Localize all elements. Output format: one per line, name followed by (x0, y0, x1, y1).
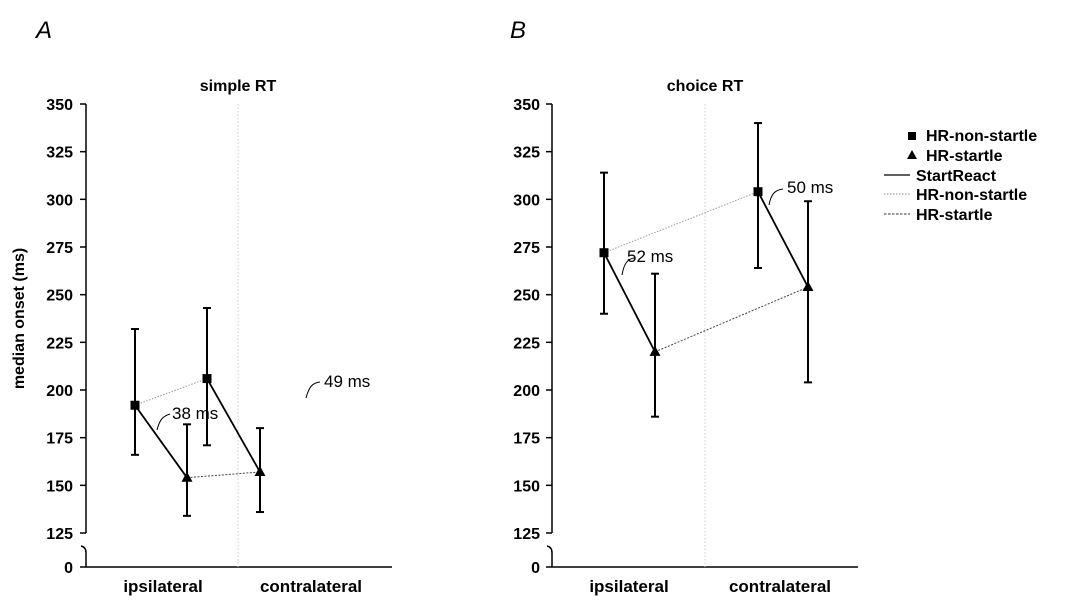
panel-b-y-tick-label-325: 325 (513, 145, 540, 162)
panel-b-y-tick-label-250: 250 (513, 288, 540, 305)
panel-b-title: choice RT (667, 78, 744, 95)
legend-label-3: HR-non-startle (916, 187, 1027, 204)
panel-a-point-non-startle-ipsilateral (130, 400, 140, 410)
panel-b-letter: B (510, 17, 526, 44)
panel-a-y-tick-label-300: 300 (46, 192, 73, 209)
panel-a-y-tick-label-175: 175 (46, 431, 73, 448)
panel-a-y-tick-label-150: 150 (46, 478, 73, 495)
panel-b-y-tick-label-200: 200 (513, 383, 540, 400)
panel-a-y-tick-label-200: 200 (46, 383, 73, 400)
panel-a-annotation-0: 38 ms (172, 404, 218, 423)
panel-a-y-axis-break (80, 545, 87, 567)
panel-b-y-tick-label-125: 125 (513, 526, 540, 543)
panel-a-y-tick-label-275: 275 (46, 240, 73, 257)
panel-a-category-label-contralateral: contralateral (260, 577, 362, 596)
panel-b-line-hr-startle (654, 286, 809, 353)
panel-b-point-startle-ipsilateral (649, 345, 661, 356)
panel-b-line-hr-non-startle (603, 191, 759, 254)
panel-b-category-label-ipsilateral: ipsilateral (589, 577, 668, 596)
panel-b-line-startreact-contralateral (757, 191, 809, 288)
panel-b-point-startle-contralateral (802, 281, 814, 292)
legend-label-4: HR-startle (916, 207, 993, 224)
legend-square-icon (908, 132, 916, 140)
legend-label-2: StartReact (916, 168, 997, 185)
panel-a-category-label-ipsilateral: ipsilateral (123, 577, 202, 596)
panel-a-y-tick-label-125: 125 (46, 526, 73, 543)
panel-a-y-tick-label-250: 250 (46, 288, 73, 305)
panel-b-annotation-leader-1 (768, 188, 784, 206)
panel-b-y-tick-label-350: 350 (513, 97, 540, 114)
panel-a-line-hr-startle (186, 471, 261, 479)
panel-a-letter: A (34, 17, 52, 44)
panel-a-line-hr-non-startle (134, 378, 208, 406)
panel-a-annotation-leader-1 (305, 381, 321, 399)
panel-b-y-tick-label-275: 275 (513, 240, 540, 257)
panel-b-category-label-contralateral: contralateral (729, 577, 831, 596)
panel-a-point-startle-ipsilateral (181, 471, 193, 482)
panel-a-line-startreact-ipsilateral (134, 404, 188, 479)
panel-a-y-tick-label-0: 0 (64, 560, 73, 577)
legend-triangle-icon (907, 150, 917, 159)
panel-b-y-tick-label-225: 225 (513, 335, 540, 352)
panel-a-point-non-startle-contralateral (202, 374, 212, 384)
panel-a-y-axis-label: median onset (ms) (11, 248, 28, 389)
panel-b-y-tick-label-0: 0 (531, 560, 540, 577)
panel-b-annotation-1: 50 ms (787, 178, 833, 197)
panel-a-line-startreact-contralateral (206, 378, 261, 473)
panel-b-line-startreact-ipsilateral (603, 252, 656, 353)
panel-b-y-tick-label-150: 150 (513, 478, 540, 495)
panel-a-y-tick-label-225: 225 (46, 335, 73, 352)
panel-a-title: simple RT (200, 78, 277, 95)
panel-b-y-axis-break (546, 545, 553, 567)
legend-label-1: HR-startle (926, 148, 1003, 165)
panel-b-point-non-startle-ipsilateral (599, 248, 609, 258)
panel-a-y-tick-label-350: 350 (46, 97, 73, 114)
panel-b-annotation-0: 52 ms (627, 247, 673, 266)
legend: HR-non-startle HR-startle StartReact HR-non… (884, 128, 1037, 224)
panel-b-y-tick-label-300: 300 (513, 192, 540, 209)
panel-b-y-tick-label-175: 175 (513, 431, 540, 448)
panel-a-annotation-1: 49 ms (324, 372, 370, 391)
panel-a-y-tick-label-325: 325 (46, 145, 73, 162)
panel-b-point-non-startle-contralateral (753, 187, 763, 197)
panel-b-annotation-leader-0 (621, 257, 635, 276)
panel-a-point-startle-contralateral (254, 465, 266, 476)
panel-a-annotation-leader-0 (156, 413, 171, 431)
legend-label-0: HR-non-startle (926, 128, 1037, 145)
